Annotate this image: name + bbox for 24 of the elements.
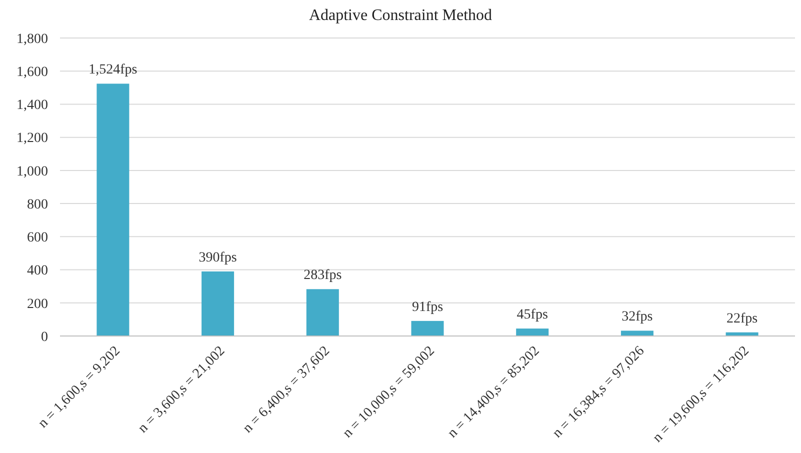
y-tick-label: 600 xyxy=(27,230,48,246)
y-tick-label: 1,200 xyxy=(16,131,48,146)
bar xyxy=(96,84,130,336)
y-tick-label: 0 xyxy=(41,330,48,345)
bar xyxy=(516,328,549,336)
data-label: 1,524fps xyxy=(88,62,138,78)
data-label: 283fps xyxy=(304,268,342,284)
data-label: 22fps xyxy=(726,311,758,326)
bar xyxy=(306,289,339,336)
data-label: 45fps xyxy=(516,308,548,323)
data-label: 32fps xyxy=(622,310,653,325)
bar xyxy=(620,330,654,336)
bar xyxy=(411,320,444,336)
y-tick-label: 1,600 xyxy=(16,65,48,80)
y-tick-label: 1,800 xyxy=(16,32,48,47)
data-label: 390fps xyxy=(198,250,237,266)
y-tick-label: 400 xyxy=(27,264,48,279)
data-label: 91fps xyxy=(412,300,444,315)
y-tick-label: 800 xyxy=(27,197,48,212)
y-tick-label: 1,400 xyxy=(16,98,48,114)
y-tick-label: 1,000 xyxy=(16,164,48,180)
y-tick-label: 200 xyxy=(27,296,48,312)
bar xyxy=(202,271,234,336)
chart-title: Adaptive Constraint Method xyxy=(308,7,492,24)
